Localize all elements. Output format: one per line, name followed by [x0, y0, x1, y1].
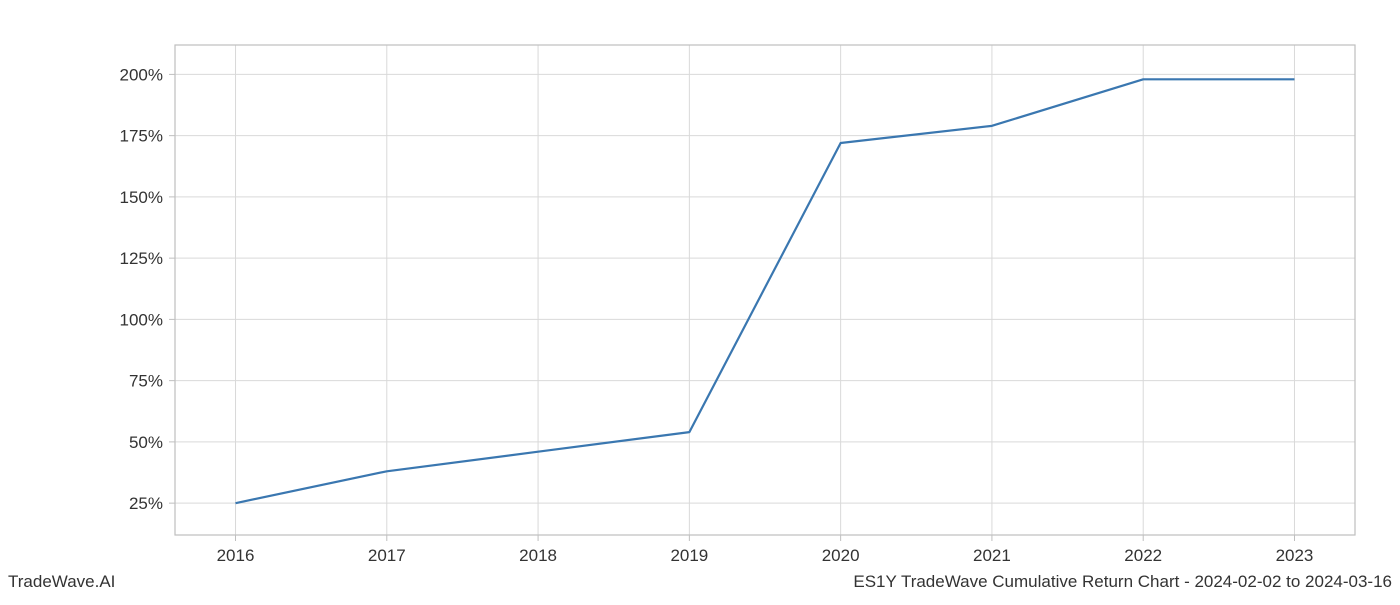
line-series [236, 79, 1295, 503]
x-tick-label: 2016 [217, 546, 255, 565]
chart-container: 2016 2017 2018 2019 2020 2021 2022 2023 25% 50% 75… [0, 0, 1400, 600]
line-chart: 2016 2017 2018 2019 2020 2021 2022 2023 25% 50% 75… [0, 0, 1400, 600]
y-tick-label: 125% [120, 249, 163, 268]
x-tick-label: 2021 [973, 546, 1011, 565]
footer-left-text: TradeWave.AI [8, 572, 115, 592]
y-tick-label: 175% [120, 127, 163, 146]
x-tick-label: 2022 [1124, 546, 1162, 565]
y-tick-label: 100% [120, 310, 163, 329]
y-tick-label: 150% [120, 188, 163, 207]
x-tick-label: 2023 [1276, 546, 1314, 565]
x-tick-label: 2020 [822, 546, 860, 565]
x-tick-label: 2019 [670, 546, 708, 565]
x-tick-label: 2017 [368, 546, 406, 565]
footer-right-text: ES1Y TradeWave Cumulative Return Chart -… [853, 572, 1392, 592]
x-tick-label: 2018 [519, 546, 557, 565]
plot-border [175, 45, 1355, 535]
y-tick-label: 200% [120, 65, 163, 84]
y-tick-label: 75% [129, 372, 163, 391]
y-tick-label: 25% [129, 494, 163, 513]
y-tick-label: 50% [129, 433, 163, 452]
